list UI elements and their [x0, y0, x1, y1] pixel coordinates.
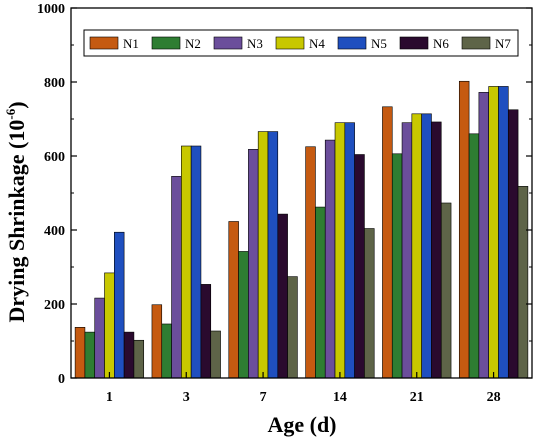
bar-n7-1 — [133, 339, 145, 379]
x-tick-label: 7 — [260, 390, 267, 405]
bar-n3-14 — [324, 139, 336, 379]
legend-swatch-n5 — [337, 36, 367, 50]
bar-n7-7 — [287, 276, 298, 379]
bar-n1-14 — [305, 146, 316, 379]
bar-n4-28 — [488, 86, 499, 379]
bar-n1-7 — [228, 221, 239, 379]
bar-n6-1 — [123, 331, 135, 379]
bar-n5-1 — [114, 231, 125, 379]
bar-n1-1 — [74, 327, 86, 379]
legend-label-n1: N1 — [123, 36, 139, 51]
y-tick-label: 800 — [44, 76, 65, 91]
legend-swatch-n7 — [461, 36, 491, 50]
x-tick-label: 14 — [333, 390, 347, 405]
legend-label-n6: N6 — [433, 36, 449, 51]
bar-n2-14 — [315, 206, 326, 379]
bar-n2-1 — [84, 331, 96, 379]
bar-n7-21 — [440, 202, 452, 379]
bar-n2-3 — [161, 323, 172, 379]
bar-n7-14 — [364, 228, 375, 379]
legend-label-n5: N5 — [371, 36, 387, 51]
legend-swatch-n3 — [213, 36, 243, 50]
bars-layer — [74, 80, 529, 379]
bar-n3-7 — [248, 149, 259, 379]
legend-label-n3: N3 — [247, 36, 263, 51]
bar-n3-28 — [478, 92, 489, 379]
x-axis-title: Age (d) — [267, 412, 336, 437]
bar-n7-28 — [517, 186, 529, 379]
y-axis-title-tail: ) — [4, 101, 29, 108]
x-tick-label: 21 — [410, 390, 424, 405]
axes-layer: 0 200 400 600 800 1000 1 3 7 14 21 28 — [37, 2, 533, 405]
bar-n5-28 — [498, 86, 509, 379]
bar-n2-7 — [238, 251, 249, 379]
legend-label-n7: N7 — [495, 36, 511, 51]
bar-n5-14 — [344, 122, 355, 379]
x-tick-label: 28 — [487, 390, 501, 405]
bar-n3-3 — [171, 176, 182, 379]
bar-n1-28 — [458, 80, 470, 379]
bar-n6-14 — [354, 154, 365, 379]
y-tick-label: 600 — [44, 150, 65, 165]
bar-n5-7 — [267, 131, 279, 379]
bar-n6-28 — [507, 109, 519, 379]
legend-swatch-n2 — [151, 36, 181, 50]
y-tick-label: 0 — [58, 372, 65, 387]
y-axis-title-main: Drying Shrinkage (10 — [4, 120, 29, 323]
bar-n6-7 — [277, 213, 288, 379]
y-tick-label: 200 — [44, 298, 65, 313]
y-tick-label: 1000 — [37, 2, 65, 17]
bar-n6-3 — [200, 284, 212, 379]
legend-label-n4: N4 — [309, 36, 325, 51]
legend-label-n2: N2 — [185, 36, 201, 51]
bar-n6-21 — [431, 121, 442, 379]
bar-n7-3 — [210, 330, 221, 379]
y-axis-title: Drying Shrinkage (10-6) — [3, 101, 29, 322]
bar-n5-3 — [190, 145, 202, 379]
bar-n4-1 — [104, 272, 115, 379]
legend: N1 N2 N3 N4 N5 N6 N7 — [83, 29, 519, 57]
x-tick-label: 3 — [183, 390, 190, 405]
bar-n4-14 — [334, 122, 346, 379]
y-axis-title-superscript: -6 — [3, 108, 18, 119]
bar-n2-21 — [391, 153, 403, 379]
bar-n3-1 — [94, 297, 105, 379]
bar-n5-21 — [421, 113, 432, 379]
bar-n4-3 — [181, 145, 192, 379]
bar-n4-7 — [257, 131, 269, 379]
bar-n1-3 — [151, 304, 163, 379]
x-tick-label: 1 — [106, 390, 113, 405]
bar-n3-21 — [401, 122, 413, 379]
legend-swatch-n4 — [275, 36, 305, 50]
bar-n2-28 — [468, 133, 480, 379]
y-tick-label: 400 — [44, 224, 65, 239]
bar-n4-21 — [411, 113, 422, 379]
legend-swatch-n1 — [89, 36, 119, 50]
legend-swatch-n6 — [399, 36, 429, 50]
bar-n1-21 — [382, 106, 393, 379]
